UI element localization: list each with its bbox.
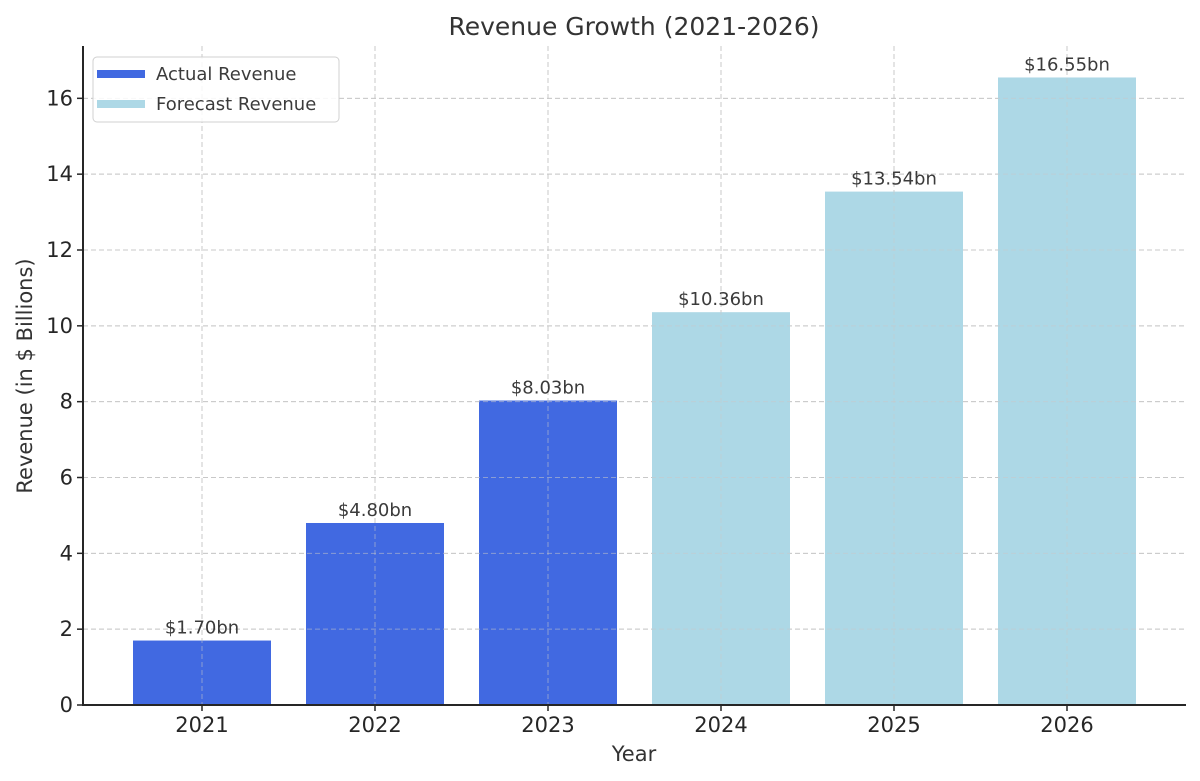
y-tick-label: 8 <box>60 390 73 414</box>
data-label-2025: $13.54bn <box>851 169 937 190</box>
legend-label-actual: Actual Revenue <box>156 64 297 85</box>
legend-box <box>92 56 340 123</box>
data-label-2023: $8.03bn <box>511 378 585 399</box>
y-tick-label: 10 <box>46 314 73 338</box>
y-tick-label: 6 <box>60 465 73 489</box>
x-tick-label-2021: 2021 <box>175 713 228 737</box>
axes: 0 2 4 6 8 10 12 14 16 2021 2022 2023 2024 2025 2026 <box>46 46 1186 737</box>
x-tick-label-2025: 2025 <box>867 713 920 737</box>
chart-title: Revenue Growth (2021-2026) <box>448 12 819 41</box>
x-axis-label: Year <box>611 742 657 766</box>
y-axis-label: Revenue (in $ Billions) <box>13 258 37 493</box>
x-tick-label-2024: 2024 <box>694 713 747 737</box>
y-tick-label: 16 <box>46 86 73 110</box>
data-label-2022: $4.80bn <box>338 500 412 521</box>
bars <box>83 46 1186 706</box>
legend-swatch-forecast <box>97 100 145 108</box>
x-tick-label-2023: 2023 <box>521 713 574 737</box>
y-tick-label: 14 <box>46 162 73 186</box>
y-tick-label: 4 <box>60 541 73 565</box>
legend: Actual Revenue Forecast Revenue <box>92 56 340 123</box>
legend-swatch-actual <box>97 70 145 78</box>
data-label-2026: $16.55bn <box>1024 54 1110 75</box>
y-tick-label: 0 <box>60 693 73 717</box>
y-tick-label: 12 <box>46 238 73 262</box>
data-labels: $1.70bn $4.80bn $8.03bn $10.36bn $13.54bn $16… <box>165 54 1110 638</box>
x-tick-label-2026: 2026 <box>1040 713 1093 737</box>
legend-label-forecast: Forecast Revenue <box>156 94 316 115</box>
x-tick-label-2022: 2022 <box>348 713 401 737</box>
data-label-2024: $10.36bn <box>678 289 764 310</box>
y-tick-label: 2 <box>60 617 73 641</box>
data-label-2021: $1.70bn <box>165 618 239 639</box>
